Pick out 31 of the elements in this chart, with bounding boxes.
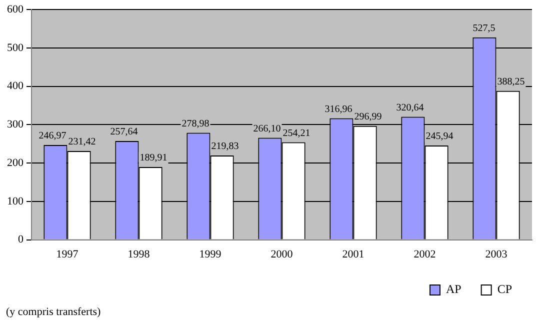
- y-tick-label: 300: [7, 118, 24, 131]
- data-label: 219,83: [211, 141, 239, 152]
- y-tick-label: 0: [18, 234, 24, 246]
- x-tick-label: 2001: [342, 248, 364, 260]
- data-label: 231,42: [68, 136, 96, 148]
- x-tick-label: 2003: [485, 248, 508, 260]
- data-label: 320,64: [396, 102, 424, 114]
- y-tick-label: 500: [7, 42, 24, 54]
- data-label: 527,5: [472, 23, 496, 34]
- y-tick-label: 400: [7, 80, 24, 92]
- data-label: 388,25: [497, 76, 525, 88]
- data-label: 266,10: [253, 123, 281, 134]
- data-label: 189,91: [140, 152, 168, 164]
- text: (y compris transferts): [6, 306, 102, 318]
- data-label: 254,21: [282, 128, 310, 139]
- y-tick-label: 200: [7, 156, 24, 169]
- data-label: 278,98: [182, 118, 210, 130]
- y-tick-label: 600: [7, 3, 24, 16]
- legend-label: CP: [497, 282, 512, 296]
- y-tick-label: 100: [7, 195, 24, 208]
- data-label: 246,97: [38, 130, 66, 142]
- legend-label: AP: [446, 282, 462, 296]
- data-label: 257,64: [110, 126, 138, 138]
- x-tick-label: 1997: [56, 248, 79, 260]
- x-tick-label: 1999: [199, 248, 222, 260]
- data-label: 316,96: [324, 104, 352, 115]
- x-tick-label: 2002: [414, 248, 436, 260]
- x-tick-label: 2000: [270, 248, 294, 260]
- x-tick-label: 1998: [128, 248, 150, 260]
- data-label: 296,99: [354, 111, 382, 122]
- data-label: 245,94: [426, 131, 454, 142]
